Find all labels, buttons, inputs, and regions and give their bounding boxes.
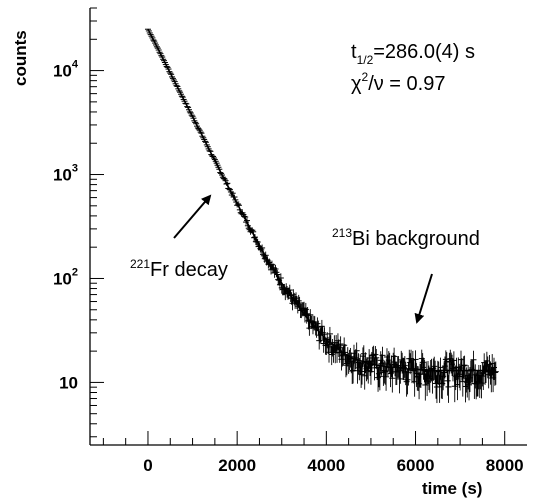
- fit-curve: [147, 28, 496, 372]
- y-tick-label: 10: [59, 373, 78, 392]
- x-tick-label: 8000: [486, 456, 524, 475]
- x-ticks: 0 2000 4000 6000 8000: [102, 431, 524, 475]
- bi-background-label: 213Bi background: [332, 226, 480, 250]
- chi-square-label: χ2/ν = 0.97: [351, 70, 445, 95]
- y-ticks: 10 102 103 104: [53, 7, 104, 438]
- x-tick-label: 2000: [218, 456, 256, 475]
- data-layer: [144, 28, 499, 404]
- y-axis-title: counts: [11, 30, 30, 86]
- x-tick-label: 6000: [397, 456, 435, 475]
- y-tick-label: 103: [53, 163, 78, 185]
- x-tick-label: 0: [143, 456, 152, 475]
- annotation-arrows: [173, 194, 433, 324]
- y-tick-label: 104: [53, 59, 79, 81]
- half-life-label: t1/2=286.0(4) s: [351, 41, 475, 67]
- x-tick-label: 4000: [307, 456, 345, 475]
- x-axis-title: time (s): [422, 479, 482, 498]
- fr-decay-arrow: [173, 194, 212, 239]
- bi-background-arrow: [414, 273, 433, 324]
- y-tick-label: 102: [53, 266, 78, 288]
- fr-decay-label: 221Fr decay: [130, 257, 228, 281]
